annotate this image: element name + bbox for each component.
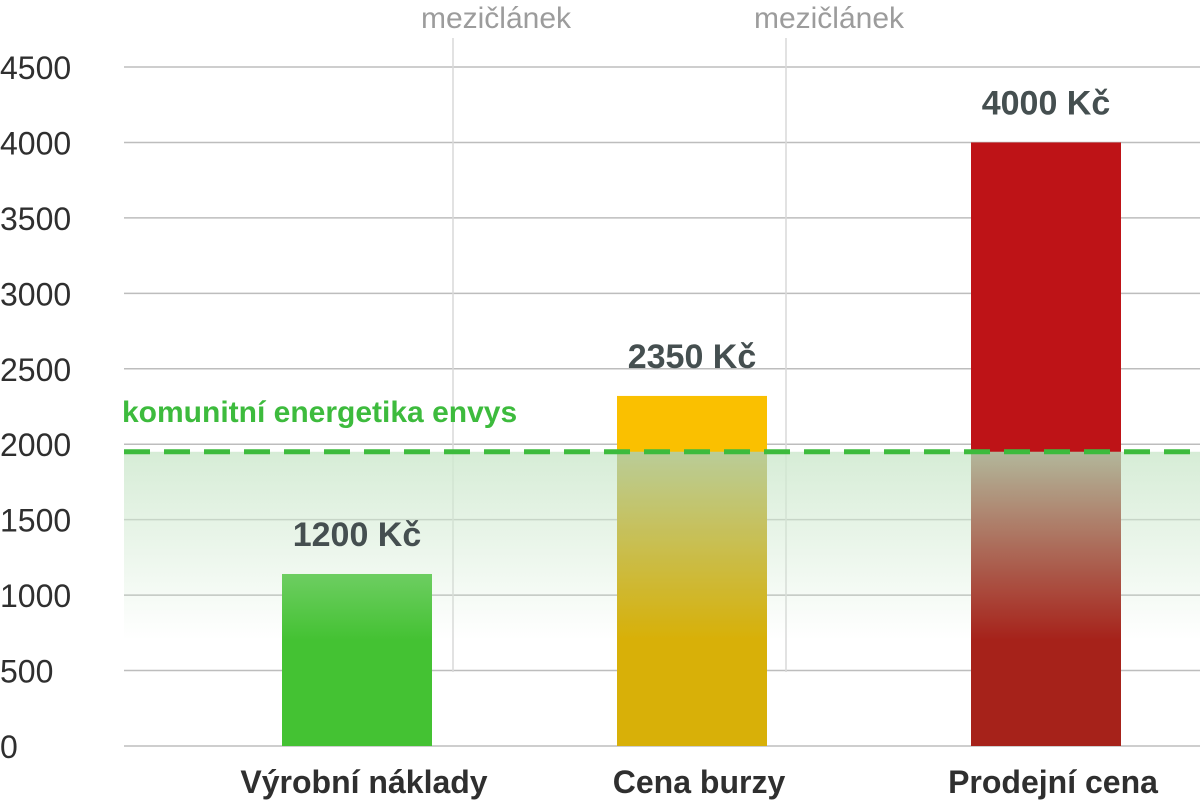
y-tick-label: 4500 — [0, 50, 71, 86]
y-tick-label: 4000 — [0, 125, 71, 161]
data-label: 4000 Kč — [982, 84, 1111, 122]
y-tick-label: 1500 — [0, 503, 71, 539]
y-tick-label: 1000 — [0, 578, 71, 614]
divider-label: mezičlánek — [754, 2, 905, 35]
y-tick-label: 0 — [0, 729, 18, 765]
divider-label: mezičlánek — [421, 2, 572, 35]
reference-band — [124, 451, 1200, 640]
x-category-label: Výrobní náklady — [240, 764, 487, 800]
x-category-label: Cena burzy — [613, 764, 786, 800]
reference-label: komunitní energetika envys — [122, 396, 517, 429]
data-label: 2350 Kč — [628, 338, 757, 376]
x-category-label: Prodejní cena — [948, 764, 1158, 800]
y-tick-label: 3500 — [0, 201, 71, 237]
y-tick-label: 3000 — [0, 276, 71, 312]
bar-overlay-3 — [971, 451, 1121, 746]
bar-overlay-2 — [617, 451, 767, 746]
y-tick-label: 2500 — [0, 352, 71, 388]
data-label: 1200 Kč — [293, 516, 422, 554]
y-tick-label: 500 — [0, 654, 53, 690]
y-tick-label: 2000 — [0, 427, 71, 463]
bar-3 — [971, 142, 1121, 746]
